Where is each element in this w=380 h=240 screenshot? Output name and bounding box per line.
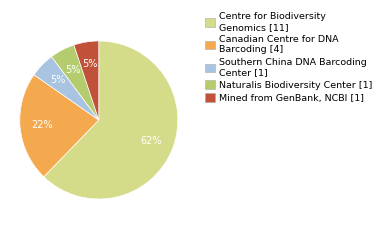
Text: 5%: 5% <box>82 59 97 69</box>
Wedge shape <box>44 41 178 199</box>
Wedge shape <box>52 45 99 120</box>
Text: 5%: 5% <box>50 75 66 85</box>
Text: 22%: 22% <box>31 120 53 131</box>
Text: 62%: 62% <box>141 136 162 146</box>
Legend: Centre for Biodiversity
Genomics [11], Canadian Centre for DNA
Barcoding [4], So: Centre for Biodiversity Genomics [11], C… <box>202 10 375 106</box>
Text: 5%: 5% <box>65 65 80 75</box>
Wedge shape <box>74 41 99 120</box>
Wedge shape <box>20 75 99 177</box>
Wedge shape <box>34 57 99 120</box>
